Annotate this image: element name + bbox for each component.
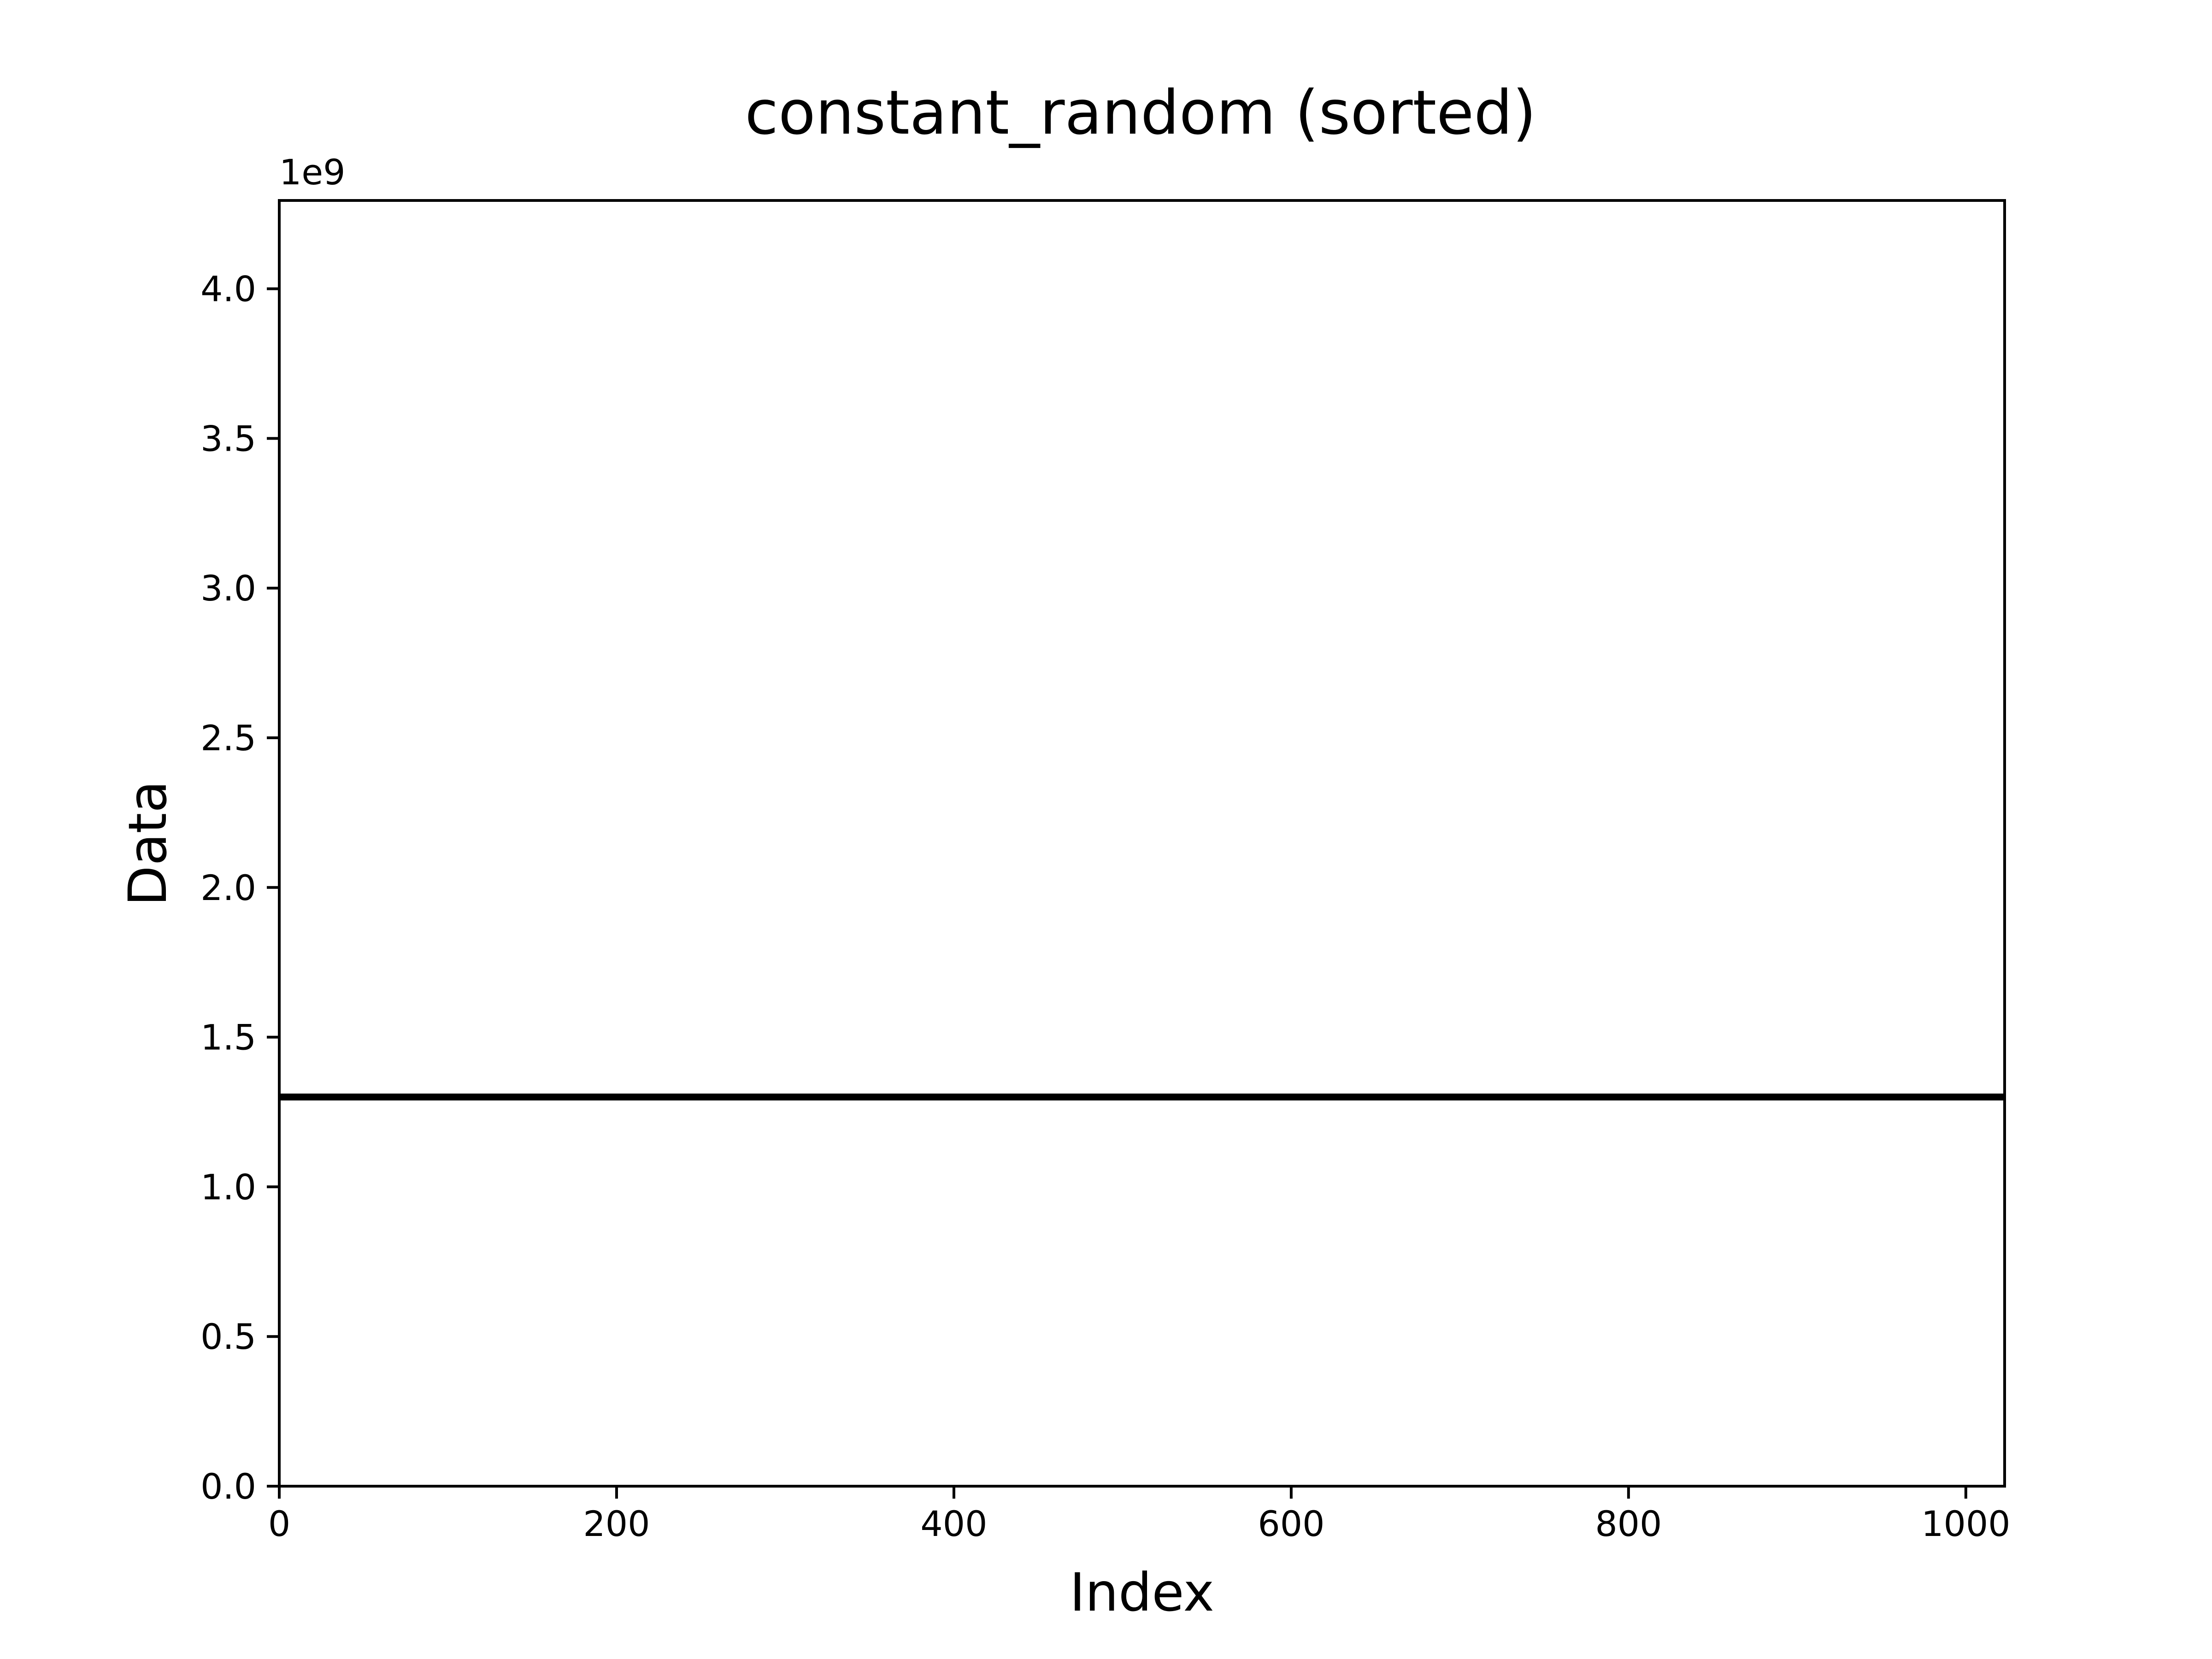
y-tick-label: 2.0 <box>200 867 256 908</box>
x-tick-label: 600 <box>1258 1503 1324 1544</box>
x-axis-label: Index <box>1070 1562 1214 1623</box>
y-tick-label: 3.0 <box>200 568 256 609</box>
y-axis-label: Data <box>117 781 178 906</box>
plot-area <box>278 199 2006 1488</box>
x-tick-label: 200 <box>583 1503 650 1544</box>
x-tick-label: 400 <box>920 1503 987 1544</box>
y-tick-label: 1.0 <box>200 1166 256 1207</box>
y-tick-label: 4.0 <box>200 269 256 310</box>
x-tick-label: 0 <box>268 1503 290 1544</box>
y-tick-label: 0.5 <box>200 1316 256 1357</box>
x-axis: 0 200 400 600 800 1000 <box>268 1486 2011 1544</box>
chart-title: constant_random (sorted) <box>745 77 1536 148</box>
plot-frame <box>278 199 2006 1488</box>
y-tick-label: 2.5 <box>200 718 256 759</box>
y-offset-label: 1e9 <box>279 152 345 193</box>
y-tick-label: 0.0 <box>200 1466 256 1507</box>
y-tick-label: 3.5 <box>200 418 256 459</box>
y-axis: 0.0 0.5 1.0 1.5 2.0 2.5 3.0 3.5 4.0 <box>200 269 279 1507</box>
y-tick-label: 1.5 <box>200 1017 256 1058</box>
x-tick-label: 1000 <box>1921 1503 2010 1544</box>
x-tick-label: 800 <box>1595 1503 1662 1544</box>
